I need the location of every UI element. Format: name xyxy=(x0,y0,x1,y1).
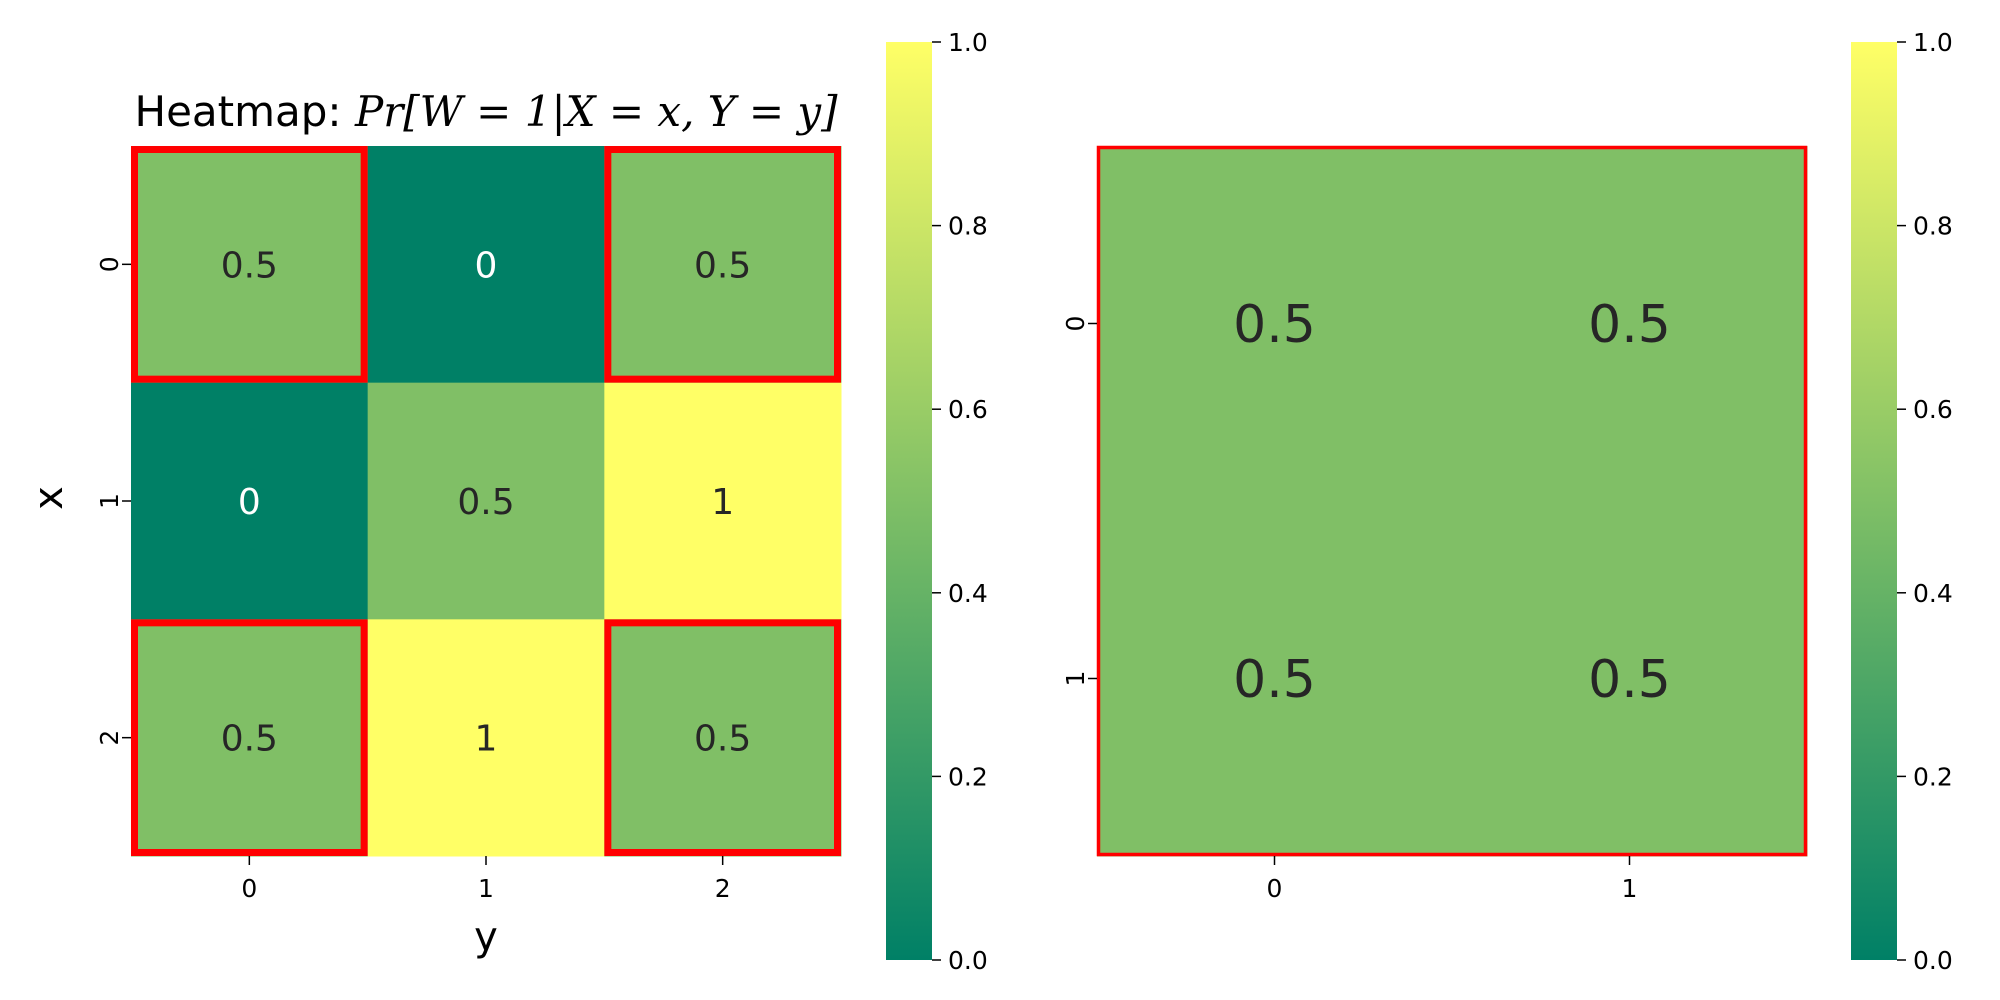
left-x-tick-label-1: 1 xyxy=(478,874,494,903)
right-colorbar-gradient xyxy=(1851,42,1897,960)
right-cell-r0-c1 xyxy=(1452,146,1808,502)
left-y-tick-label-2: 2 xyxy=(95,730,124,746)
left-colorbar-tick-label-4: 0.8 xyxy=(948,212,988,241)
right-colorbar-tick-label-3: 0.6 xyxy=(1913,395,1953,424)
left-highlight-boxes xyxy=(131,146,841,856)
right-highlight-box-all xyxy=(1096,145,1808,857)
left-heatmap-cells: 0.5 0 0.5 0 0.5 1 0.5 1 0.5 xyxy=(131,146,842,857)
left-y-tick-label-1: 1 xyxy=(95,493,124,509)
right-colorbar-ticks: 0.0 0.2 0.4 0.6 0.8 1.0 xyxy=(1897,28,1953,975)
left-highlight-box-r0-c0 xyxy=(131,146,368,383)
right-cell-r1-c0 xyxy=(1097,501,1453,857)
left-colorbar-tick-label-3: 0.6 xyxy=(948,395,988,424)
left-cell-label-r1-c2: 1 xyxy=(711,482,734,523)
left-y-axis-ticks: 0 1 2 xyxy=(95,256,131,746)
left-chart-title-math: Pr[W = 1|X = x, Y = y] xyxy=(354,87,838,136)
left-x-axis-label: y xyxy=(474,914,498,960)
right-y-axis-ticks: 01 xyxy=(1061,316,1097,687)
left-colorbar-tick-label-2: 0.4 xyxy=(948,579,988,608)
left-highlight-box-r0-c2 xyxy=(604,146,841,383)
right-cell-label-r0-c1: 0.5 xyxy=(1588,295,1671,355)
right-cell-label-r1-c1: 0.5 xyxy=(1588,650,1671,710)
right-colorbar-tick-label-2: 0.4 xyxy=(1913,579,1953,608)
left-cell-r0-c0 xyxy=(131,146,369,384)
right-y-tick-label-1: 1 xyxy=(1061,671,1090,687)
left-cell-r0-c2 xyxy=(604,146,842,384)
left-colorbar-tick-label-1: 0.2 xyxy=(948,762,988,791)
right-colorbar-tick-label-1: 0.2 xyxy=(1913,762,1953,791)
left-cell-label-r2-c2: 0.5 xyxy=(694,719,751,760)
right-colorbar-tick-label-4: 0.8 xyxy=(1913,212,1953,241)
left-x-tick-label-0: 0 xyxy=(241,874,257,903)
left-cell-r2-c2 xyxy=(604,619,842,857)
left-highlight-box-r2-c0 xyxy=(131,619,368,856)
right-y-tick-label-0: 0 xyxy=(1061,316,1090,332)
left-cell-r2-c0 xyxy=(131,619,369,857)
left-cell-label-r2-c1: 1 xyxy=(475,719,498,760)
right-colorbar: 0.0 0.2 0.4 0.6 0.8 1.0 xyxy=(1851,28,1953,975)
right-x-tick-label-1: 1 xyxy=(1622,874,1638,903)
right-cell-r1-c1 xyxy=(1452,501,1808,857)
right-highlight-boxes xyxy=(1096,145,1808,857)
left-cell-r0-c1 xyxy=(367,146,605,384)
left-colorbar-tick-label-5: 1.0 xyxy=(948,28,988,57)
left-highlight-box-r2-c2 xyxy=(604,619,841,856)
left-cell-r2-c1 xyxy=(367,619,605,857)
left-cell-label-r0-c1: 0 xyxy=(475,245,498,286)
left-x-tick-label-2: 2 xyxy=(715,874,731,903)
right-colorbar-tick-label-5: 1.0 xyxy=(1913,28,1953,57)
left-cell-label-r1-c0: 0 xyxy=(238,482,261,523)
left-colorbar-gradient xyxy=(886,42,932,960)
left-chart-title: Heatmap: Pr[W = 1|X = x, Y = y] xyxy=(134,87,838,136)
right-cell-r0-c0 xyxy=(1097,146,1453,502)
right-x-tick-label-0: 0 xyxy=(1267,874,1283,903)
right-colorbar-tick-label-0: 0.0 xyxy=(1913,946,1953,975)
left-cell-r1-c2 xyxy=(604,382,842,620)
left-cell-label-r2-c0: 0.5 xyxy=(221,719,278,760)
right-cell-label-r1-c0: 0.5 xyxy=(1233,650,1316,710)
left-y-tick-label-0: 0 xyxy=(95,256,124,272)
left-colorbar: 0.0 0.2 0.4 0.6 0.8 1.0 xyxy=(886,28,988,975)
right-cell-label-r0-c0: 0.5 xyxy=(1233,295,1316,355)
left-cell-r1-c1 xyxy=(367,382,605,620)
left-x-axis-ticks: 0 1 2 xyxy=(241,856,731,903)
left-colorbar-tick-label-0: 0.0 xyxy=(948,946,988,975)
left-cell-label-r0-c2: 0.5 xyxy=(694,245,751,286)
left-chart-title-prefix: Heatmap: xyxy=(134,87,354,136)
left-cell-r1-c0 xyxy=(131,382,369,620)
left-y-axis-label: x xyxy=(26,486,72,510)
right-heatmap-cells: 0.5 0.5 0.5 0.5 xyxy=(1097,146,1808,857)
left-cell-label-r0-c0: 0.5 xyxy=(221,245,278,286)
left-cell-label-r1-c1: 0.5 xyxy=(457,482,514,523)
left-heatmap: Heatmap: Pr[W = 1|X = x, Y = y] 0.5 0 0.50… xyxy=(26,87,842,960)
left-colorbar-ticks: 0.0 0.2 0.4 0.6 0.8 1.0 xyxy=(932,28,988,975)
